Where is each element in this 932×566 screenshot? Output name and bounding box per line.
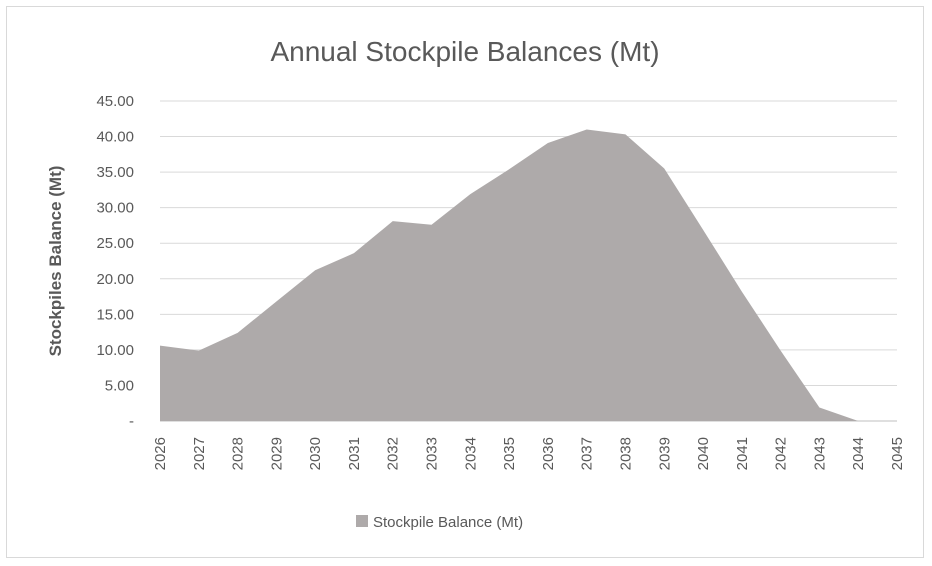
x-tick-label: 2043: [811, 437, 828, 470]
legend-swatch: [356, 515, 368, 527]
x-tick-label: 2031: [346, 437, 363, 470]
x-tick-label: 2028: [230, 437, 247, 470]
y-tick-label: 40.00: [96, 129, 134, 146]
x-tick-label: 2042: [773, 437, 790, 470]
x-tick-label: 2041: [734, 437, 751, 470]
area-series: [160, 129, 859, 421]
x-axis-ticks: 2026 2027 2028 2029 2030 2031 2032 2033 2034 2035…: [152, 437, 906, 470]
x-tick-label: 2033: [424, 437, 441, 470]
y-tick-label: 20.00: [96, 271, 134, 288]
x-tick-label: 2038: [617, 437, 634, 470]
y-tick-label: 30.00: [96, 200, 134, 217]
y-tick-label: 45.00: [96, 93, 134, 110]
chart-title: Annual Stockpile Balances (Mt): [270, 36, 659, 67]
y-axis-label: Stockpiles Balance (Mt): [46, 166, 65, 357]
y-tick-label: -: [129, 413, 134, 430]
x-tick-label: 2032: [385, 437, 402, 470]
x-tick-label: 2029: [268, 437, 285, 470]
y-tick-label: 15.00: [96, 306, 134, 323]
x-tick-label: 2044: [850, 437, 867, 470]
y-tick-label: 25.00: [96, 235, 134, 252]
x-tick-label: 2035: [501, 437, 518, 470]
x-tick-label: 2045: [889, 437, 906, 470]
x-tick-label: 2030: [307, 437, 324, 470]
legend-label: Stockpile Balance (Mt): [373, 514, 523, 531]
x-tick-label: 2034: [462, 437, 479, 470]
y-tick-label: 10.00: [96, 342, 134, 359]
x-tick-label: 2027: [191, 437, 208, 470]
x-tick-label: 2040: [695, 437, 712, 470]
legend: Stockpile Balance (Mt): [356, 514, 523, 531]
x-tick-label: 2039: [656, 437, 673, 470]
x-tick-label: 2036: [540, 437, 557, 470]
y-tick-label: 5.00: [105, 377, 134, 394]
area-fill: [160, 129, 859, 421]
x-tick-label: 2037: [579, 437, 596, 470]
x-tick-label: 2026: [152, 437, 169, 470]
y-tick-label: 35.00: [96, 164, 134, 181]
y-axis-ticks: - 5.00 10.00 15.00 20.00 25.00 30.00 35.00 40.00…: [96, 93, 134, 430]
